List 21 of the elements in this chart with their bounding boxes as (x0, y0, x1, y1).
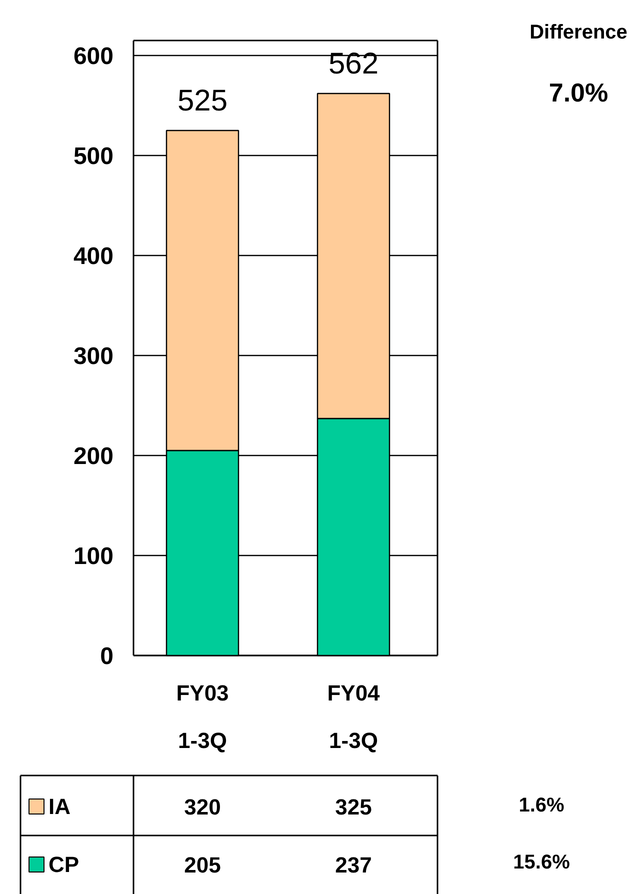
total-label: 562 (328, 48, 379, 80)
legend-label: IA (48, 794, 71, 819)
text: Difference (530, 22, 628, 44)
data-label: 320 (184, 794, 221, 820)
y-tick-label: 200 (73, 443, 114, 470)
text: 15.6% (513, 852, 570, 874)
x-tick-label: FY03 1-3Q (176, 680, 229, 753)
legend-label: CP (48, 852, 80, 877)
y-tick-label: 100 (73, 543, 114, 570)
text: 7.0% (548, 78, 608, 108)
y-tick-label: 600 (73, 43, 114, 70)
data-label: 205 (184, 852, 221, 878)
text: 1.6% (518, 794, 565, 816)
total-label: 525 (177, 84, 228, 118)
y-tick-label: 400 (73, 243, 114, 270)
x-tick-label: FY04 1-3Q (327, 680, 381, 753)
y-tick-label: 500 (73, 143, 114, 170)
data-label: 325 (335, 794, 372, 820)
y-tick-label: 0 (100, 643, 114, 670)
data-label: 237 (335, 852, 372, 878)
y-tick-label: 300 (73, 343, 114, 370)
